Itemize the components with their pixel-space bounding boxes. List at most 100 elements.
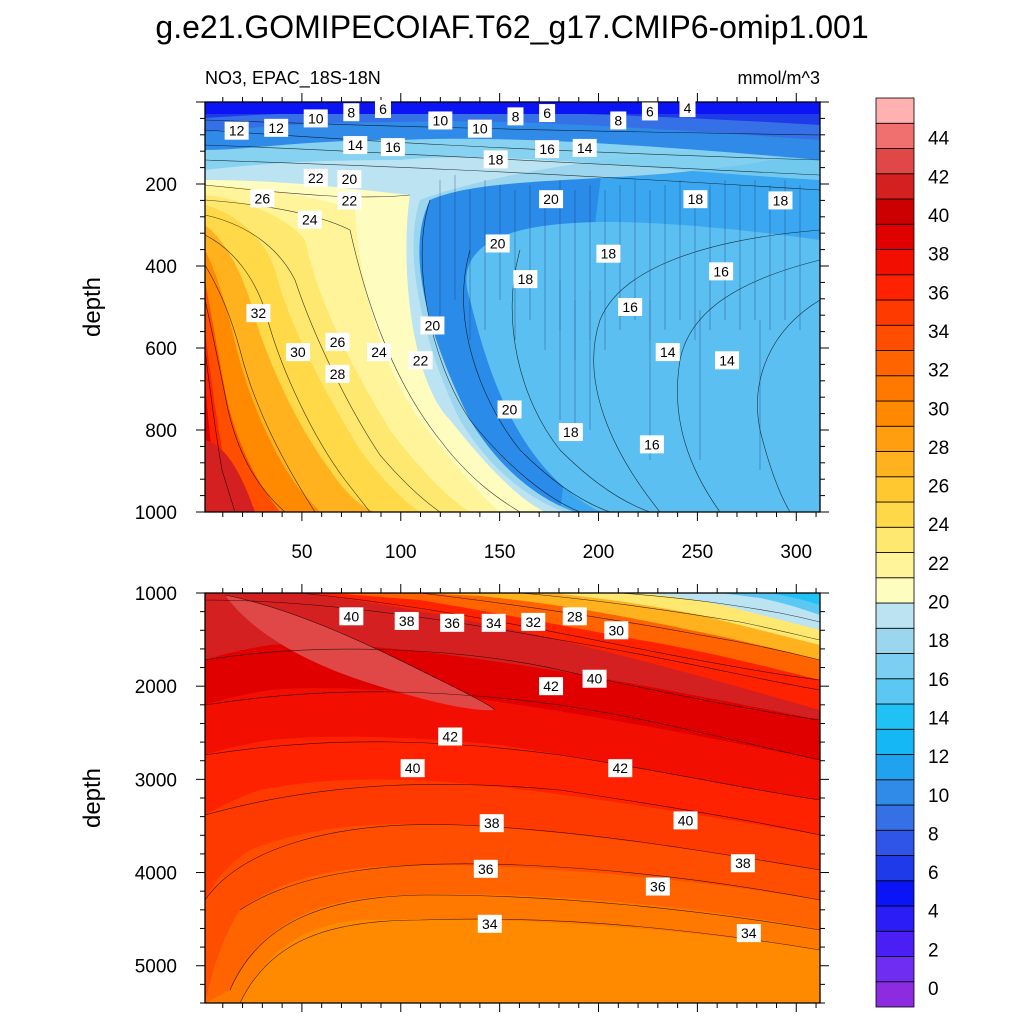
colorbar-box xyxy=(875,97,915,124)
contour-label-box xyxy=(521,612,546,631)
contour-label: 40 xyxy=(400,759,425,778)
contour-label: 26 xyxy=(325,332,350,351)
contour-label: 40 xyxy=(339,607,364,626)
contour-label: 32 xyxy=(521,612,546,631)
colorbar-box xyxy=(875,804,915,831)
y-tick-label: 200 xyxy=(145,175,177,196)
y-tick-label: 1000 xyxy=(135,503,177,524)
contour-label-box xyxy=(339,607,364,626)
contour-label-box xyxy=(325,332,350,351)
contour-label: 20 xyxy=(539,190,564,209)
contour-label-box xyxy=(572,138,597,157)
contour-label-box xyxy=(539,104,556,123)
colorbar-box xyxy=(875,956,915,983)
colorbar-tick-label: 0 xyxy=(928,979,939,1000)
contour-label: 14 xyxy=(715,351,740,370)
colorbar: 0246810121416182022242628303234363840424… xyxy=(875,97,950,1008)
contour-label: 34 xyxy=(477,914,502,933)
top-panel-frame xyxy=(204,101,821,513)
contour-label-text: 18 xyxy=(601,246,617,262)
colorbar-box xyxy=(875,678,915,705)
contour-label: 28 xyxy=(562,607,587,626)
contour-label-text: 30 xyxy=(290,344,306,360)
y-tick-label: 2000 xyxy=(135,677,177,698)
colorbar-box xyxy=(875,173,915,200)
contour-label-text: 36 xyxy=(478,861,494,877)
contour-label: 40 xyxy=(673,811,698,830)
contour-label: 22 xyxy=(408,351,433,370)
contour-label-box xyxy=(477,914,502,933)
contour-label: 14 xyxy=(655,343,680,362)
y-tick-label: 400 xyxy=(145,257,177,278)
colorbar-tick-label: 22 xyxy=(928,554,949,575)
contour-label-box xyxy=(394,611,419,630)
contour-label-text: 14 xyxy=(660,344,676,360)
colorbar-tick-label: 38 xyxy=(928,245,949,266)
y-tick-label: 1000 xyxy=(135,584,177,605)
top-panel-contour-labels: 12 12 10 8 6 10 10 8 6 8 6 4 14 16 18 16 14 22 20 26 24 22 20 2… xyxy=(224,99,793,454)
colorbar-tick-label: 16 xyxy=(928,670,949,691)
contour-label: 12 xyxy=(224,121,249,140)
variable-region-label: NO3, EPAC_18S-18N xyxy=(205,68,381,89)
colorbar-box xyxy=(875,425,915,452)
contour-label-box xyxy=(246,304,271,323)
contour-label-box xyxy=(420,316,445,335)
contour-label-box xyxy=(497,400,522,419)
contour-label-text: 8 xyxy=(512,108,520,124)
colorbar-tick-label: 4 xyxy=(928,902,939,923)
contour-label-text: 16 xyxy=(644,436,660,452)
contour-label: 20 xyxy=(337,170,362,189)
x-tick-label: 250 xyxy=(682,542,714,563)
contour-label-text: 20 xyxy=(342,171,358,187)
colorbar-box xyxy=(875,627,915,654)
contour-label-text: 12 xyxy=(268,120,284,136)
contour-label: 4 xyxy=(679,99,696,118)
contour-label-text: 6 xyxy=(543,105,551,121)
contour-label-text: 10 xyxy=(433,112,449,128)
contour-label-text: 8 xyxy=(347,104,355,120)
colorbar-tick-label: 44 xyxy=(928,129,950,150)
contour-label-text: 20 xyxy=(543,191,559,207)
colorbar-box xyxy=(875,930,915,957)
contour-label-text: 6 xyxy=(646,103,654,119)
y-tick-label: 5000 xyxy=(135,957,177,978)
contour-label-box xyxy=(513,270,538,289)
contour-label-box xyxy=(683,190,708,209)
colorbar-tick-label: 24 xyxy=(928,515,950,536)
colorbar-tick-labels: 0246810121416182022242628303234363840424… xyxy=(928,129,950,1000)
colorbar-tick-label: 26 xyxy=(928,477,949,498)
contour-label-text: 20 xyxy=(425,317,441,333)
contour-label: 14 xyxy=(572,138,597,157)
contour-label-text: 26 xyxy=(330,334,346,350)
contour-label: 6 xyxy=(641,102,658,121)
contour-label-box xyxy=(297,210,322,229)
contour-label-box xyxy=(428,111,453,130)
colorbar-box xyxy=(875,880,915,907)
contour-label-box xyxy=(645,877,670,896)
bottom-panel-contour-labels: 40 38 36 34 32 28 30 42 40 42 40 42 38 40 36 38 36 34 34 xyxy=(339,607,761,943)
contour-label: 6 xyxy=(374,99,391,118)
contour-label-text: 36 xyxy=(444,615,460,631)
contour-label: 42 xyxy=(608,759,633,778)
contour-label-box xyxy=(655,343,680,362)
contour-label: 20 xyxy=(497,400,522,419)
contour-label-box xyxy=(582,669,607,688)
top-panel-field xyxy=(205,102,820,512)
colorbar-box xyxy=(875,274,915,301)
top-panel-ylabel: depth xyxy=(79,277,106,337)
colorbar-box xyxy=(875,754,915,781)
contour-label-text: 38 xyxy=(399,613,415,629)
contour-label-box xyxy=(709,262,734,281)
contour-label: 18 xyxy=(683,190,708,209)
contour-label-box xyxy=(736,924,761,943)
contour-label-text: 34 xyxy=(482,916,498,932)
contour-label: 30 xyxy=(604,621,629,640)
contour-label-box xyxy=(539,677,564,696)
contour-label-text: 12 xyxy=(229,123,245,139)
colorbar-box xyxy=(875,653,915,680)
colorbar-tick-label: 14 xyxy=(928,708,950,729)
contour-label-box xyxy=(438,727,463,746)
contour-label: 20 xyxy=(485,234,510,253)
contour-label: 22 xyxy=(303,168,328,187)
